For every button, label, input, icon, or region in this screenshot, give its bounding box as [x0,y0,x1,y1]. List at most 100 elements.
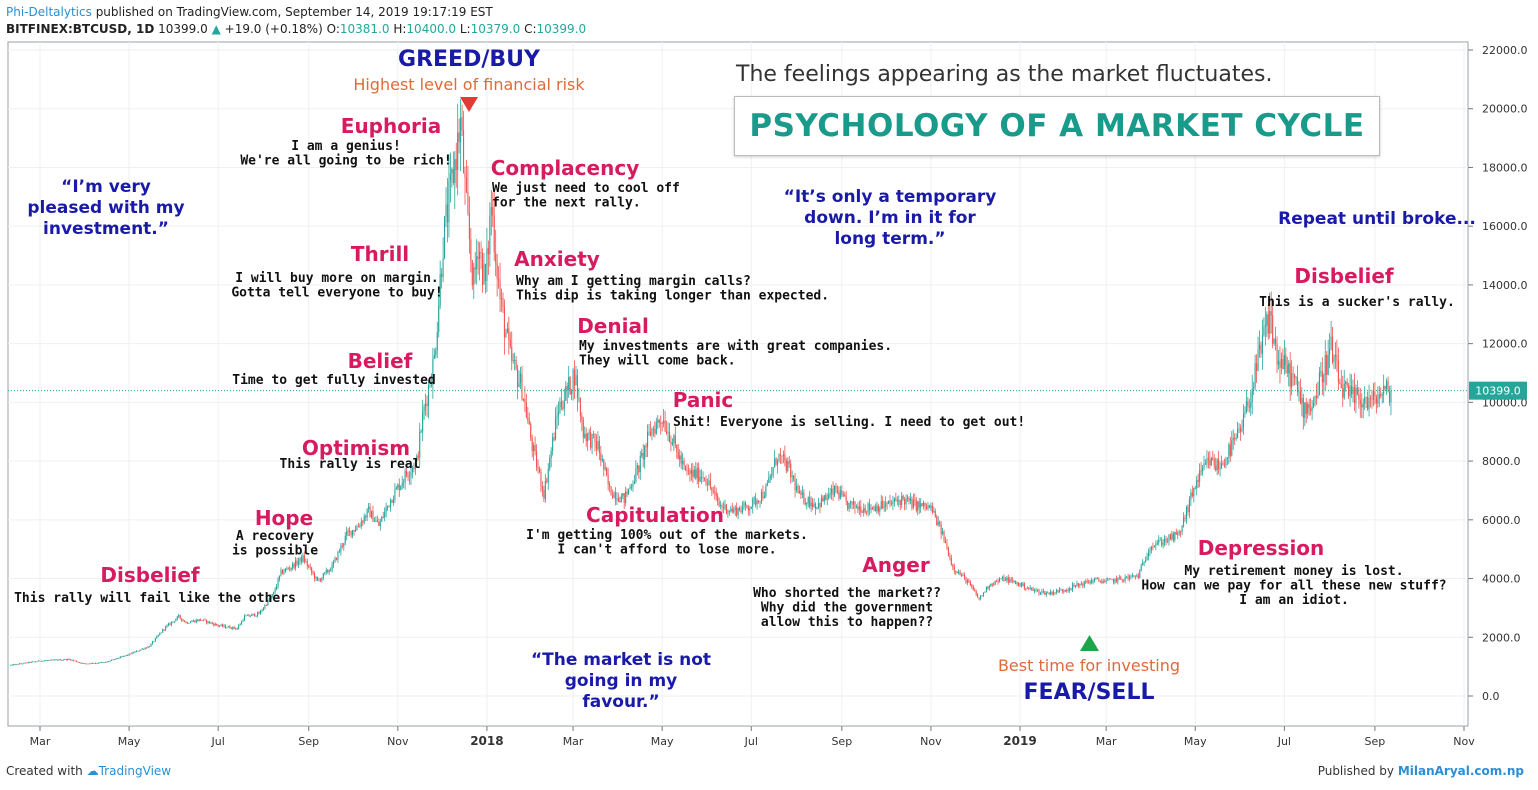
candle-body [1383,385,1385,395]
candle-body [892,502,894,504]
candle-body [888,500,890,504]
publisher-name[interactable]: Phi-Deltalytics [6,5,92,19]
tradingview-logo-icon[interactable]: ☁ [86,764,99,778]
candle-body [255,615,257,617]
chart-header: Phi-Deltalytics published on TradingView… [6,4,586,38]
candle-body [953,566,955,571]
candle-body [530,424,532,439]
candle-body [80,662,82,664]
candle-body [403,482,405,484]
candle-body [579,398,581,416]
candle-body [1267,314,1269,334]
candle-body [721,505,723,508]
candle-body [20,663,22,665]
candle-body [338,551,340,553]
x-tick-label: May [651,735,674,748]
candle-body [502,297,504,307]
candle-body [135,650,137,652]
candle-body [1197,479,1199,482]
symbol-label[interactable]: BITFINEX:BTCUSD, 1D [6,22,155,36]
site-link[interactable]: MilanAryal.com.np [1397,764,1524,778]
candle-body [74,660,76,662]
candle-body [365,516,367,518]
candle-body [720,505,722,506]
candle-body [372,511,374,522]
candle-body [189,622,191,624]
candle-body [1261,335,1263,354]
candle-body [83,663,85,664]
candle-body [670,441,672,445]
candle-body [972,586,974,590]
last-price-badge [1469,381,1527,400]
candle-body [498,278,500,282]
high-value: 10400.0 [406,22,457,36]
candle-body [563,400,565,409]
candle-body [898,500,900,502]
candle-body [890,503,893,505]
candle-body [826,498,828,500]
candle-body [1178,531,1180,534]
candle-body [425,403,427,407]
candle-body [1051,591,1053,595]
x-tick-label: Mar [1096,735,1117,748]
candle-body [159,633,161,636]
candle-body [1136,575,1138,577]
candle-body [474,267,476,270]
candle-body [652,429,654,430]
candle-body [961,575,963,576]
candle-body [1063,591,1065,592]
candle-body [217,625,219,627]
candle-body [541,486,543,491]
candle-body [219,625,221,627]
candle-body [1317,395,1319,398]
candle-body [103,662,105,663]
candle-body [692,469,694,477]
candle-body [89,663,91,665]
candle-body [851,501,853,505]
candle-body [861,512,863,514]
investor-quote: down. I’m in it for [804,208,976,228]
candle-body [216,623,218,626]
candle-body [484,263,487,282]
candle-body [324,572,326,574]
candle-body [124,655,126,657]
candle-body [1109,578,1112,580]
candle-body [556,415,558,419]
candle-body [1381,394,1383,396]
candle-body [565,386,567,401]
candle-body [863,507,865,513]
candle-body [432,358,434,385]
candle-body [430,384,432,386]
candle-body [774,458,776,468]
candle-body [1032,589,1034,591]
candle-body [417,455,419,458]
candle-body [984,591,986,593]
candle-body [1276,344,1278,365]
y-tick-label: 16000.0 [1482,220,1528,233]
tradingview-link[interactable]: TradingView [98,764,172,778]
candle-body [1323,375,1325,383]
candle-body [591,433,593,448]
candle-body [214,623,216,626]
candle-body [192,620,194,622]
candle-body [1168,534,1170,542]
stage-name: Hope [255,506,313,530]
candle-body [1327,354,1329,375]
x-tick-label: Mar [563,735,584,748]
candle-body [92,662,94,664]
candle-body [562,407,564,409]
candle-body [257,612,259,616]
candle-body [500,297,503,299]
y-tick-label: 12000.0 [1482,338,1528,351]
candle-body [595,441,598,450]
candle-body [968,580,970,582]
candle-body [292,563,294,568]
candle-body [1380,394,1382,396]
candle-body [519,373,522,384]
candle-body [1346,381,1348,386]
stage-text: Who shorted the market?? [753,586,941,601]
stage-text: This rally will fail like the others [14,591,296,606]
stage-text: allow this to happen?? [761,615,933,630]
candle-body [1175,532,1177,535]
